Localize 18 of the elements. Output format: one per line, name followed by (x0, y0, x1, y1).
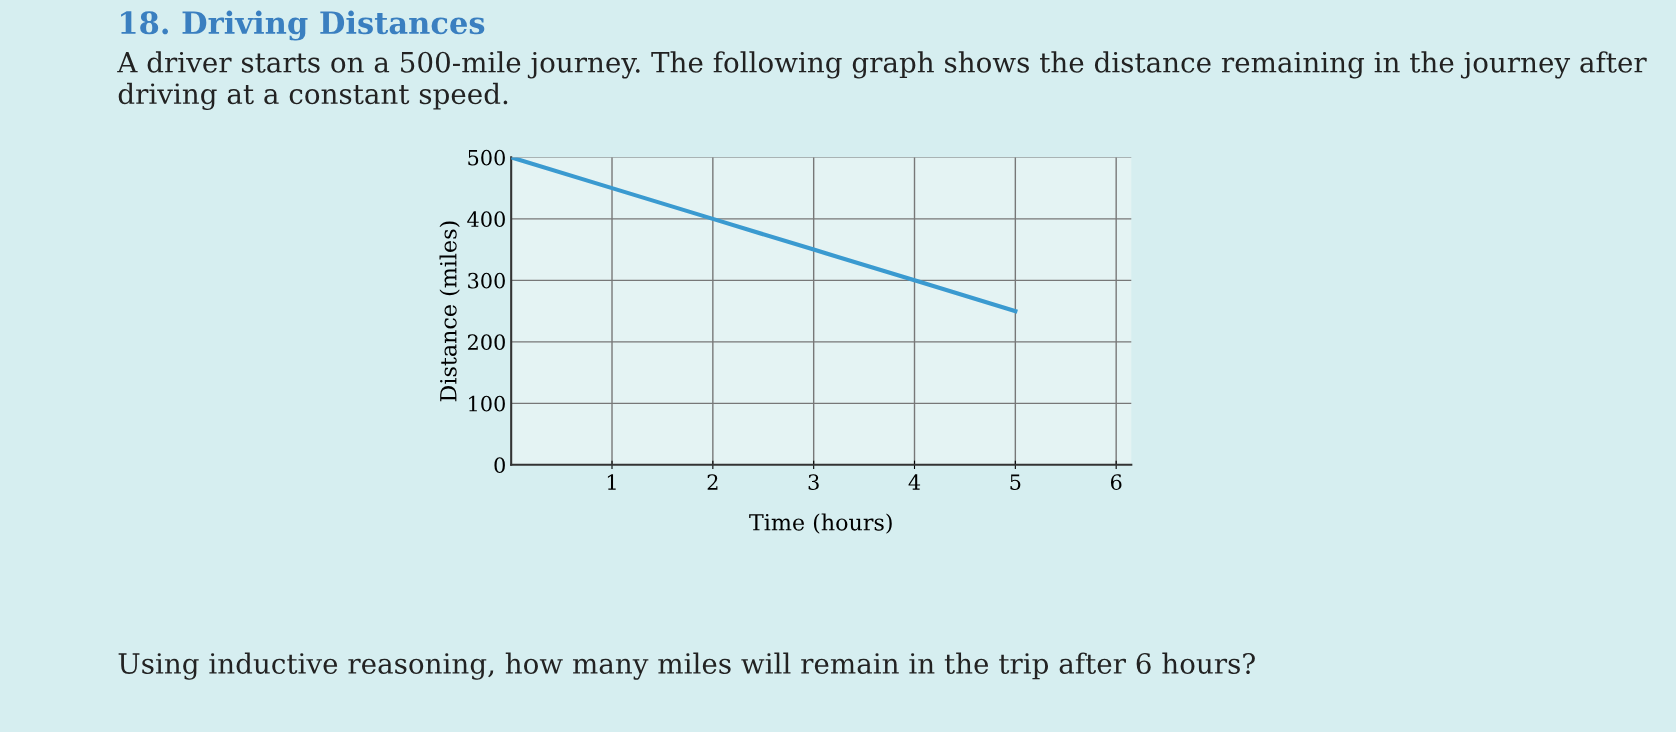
chart-subtitle: A driver starts on a 500-mile journey. The following graph shows the distance remaining in the journey after driving at a constant speed. (117, 51, 1647, 111)
x-tick-label: 5 (1010, 474, 1021, 490)
chart-title: 18. Driving Distances (121, 10, 485, 41)
x-tick-label: 4 (908, 474, 921, 490)
x-tick-label: 6 (1110, 474, 1122, 490)
y-tick-label: 200 (467, 334, 505, 351)
y-tick-label: 100 (469, 395, 505, 412)
y-tick-label: 400 (467, 211, 505, 228)
y-axis-title: Distance (miles) (439, 221, 460, 402)
x-tick-label: 3 (808, 474, 819, 490)
x-axis-title: Time (hours) (749, 513, 892, 534)
y-tick-label: 300 (468, 272, 505, 289)
text: Using inductive reasoning, how many miles will remain in the trip after 6 hours? (118, 652, 1255, 680)
line-series (511, 157, 1018, 314)
x-tick-label: 1 (607, 474, 616, 490)
y-tick-label: 500 (468, 149, 505, 166)
x-tick-label: 2 (707, 474, 718, 490)
y-tick-label: 0 (494, 457, 505, 474)
